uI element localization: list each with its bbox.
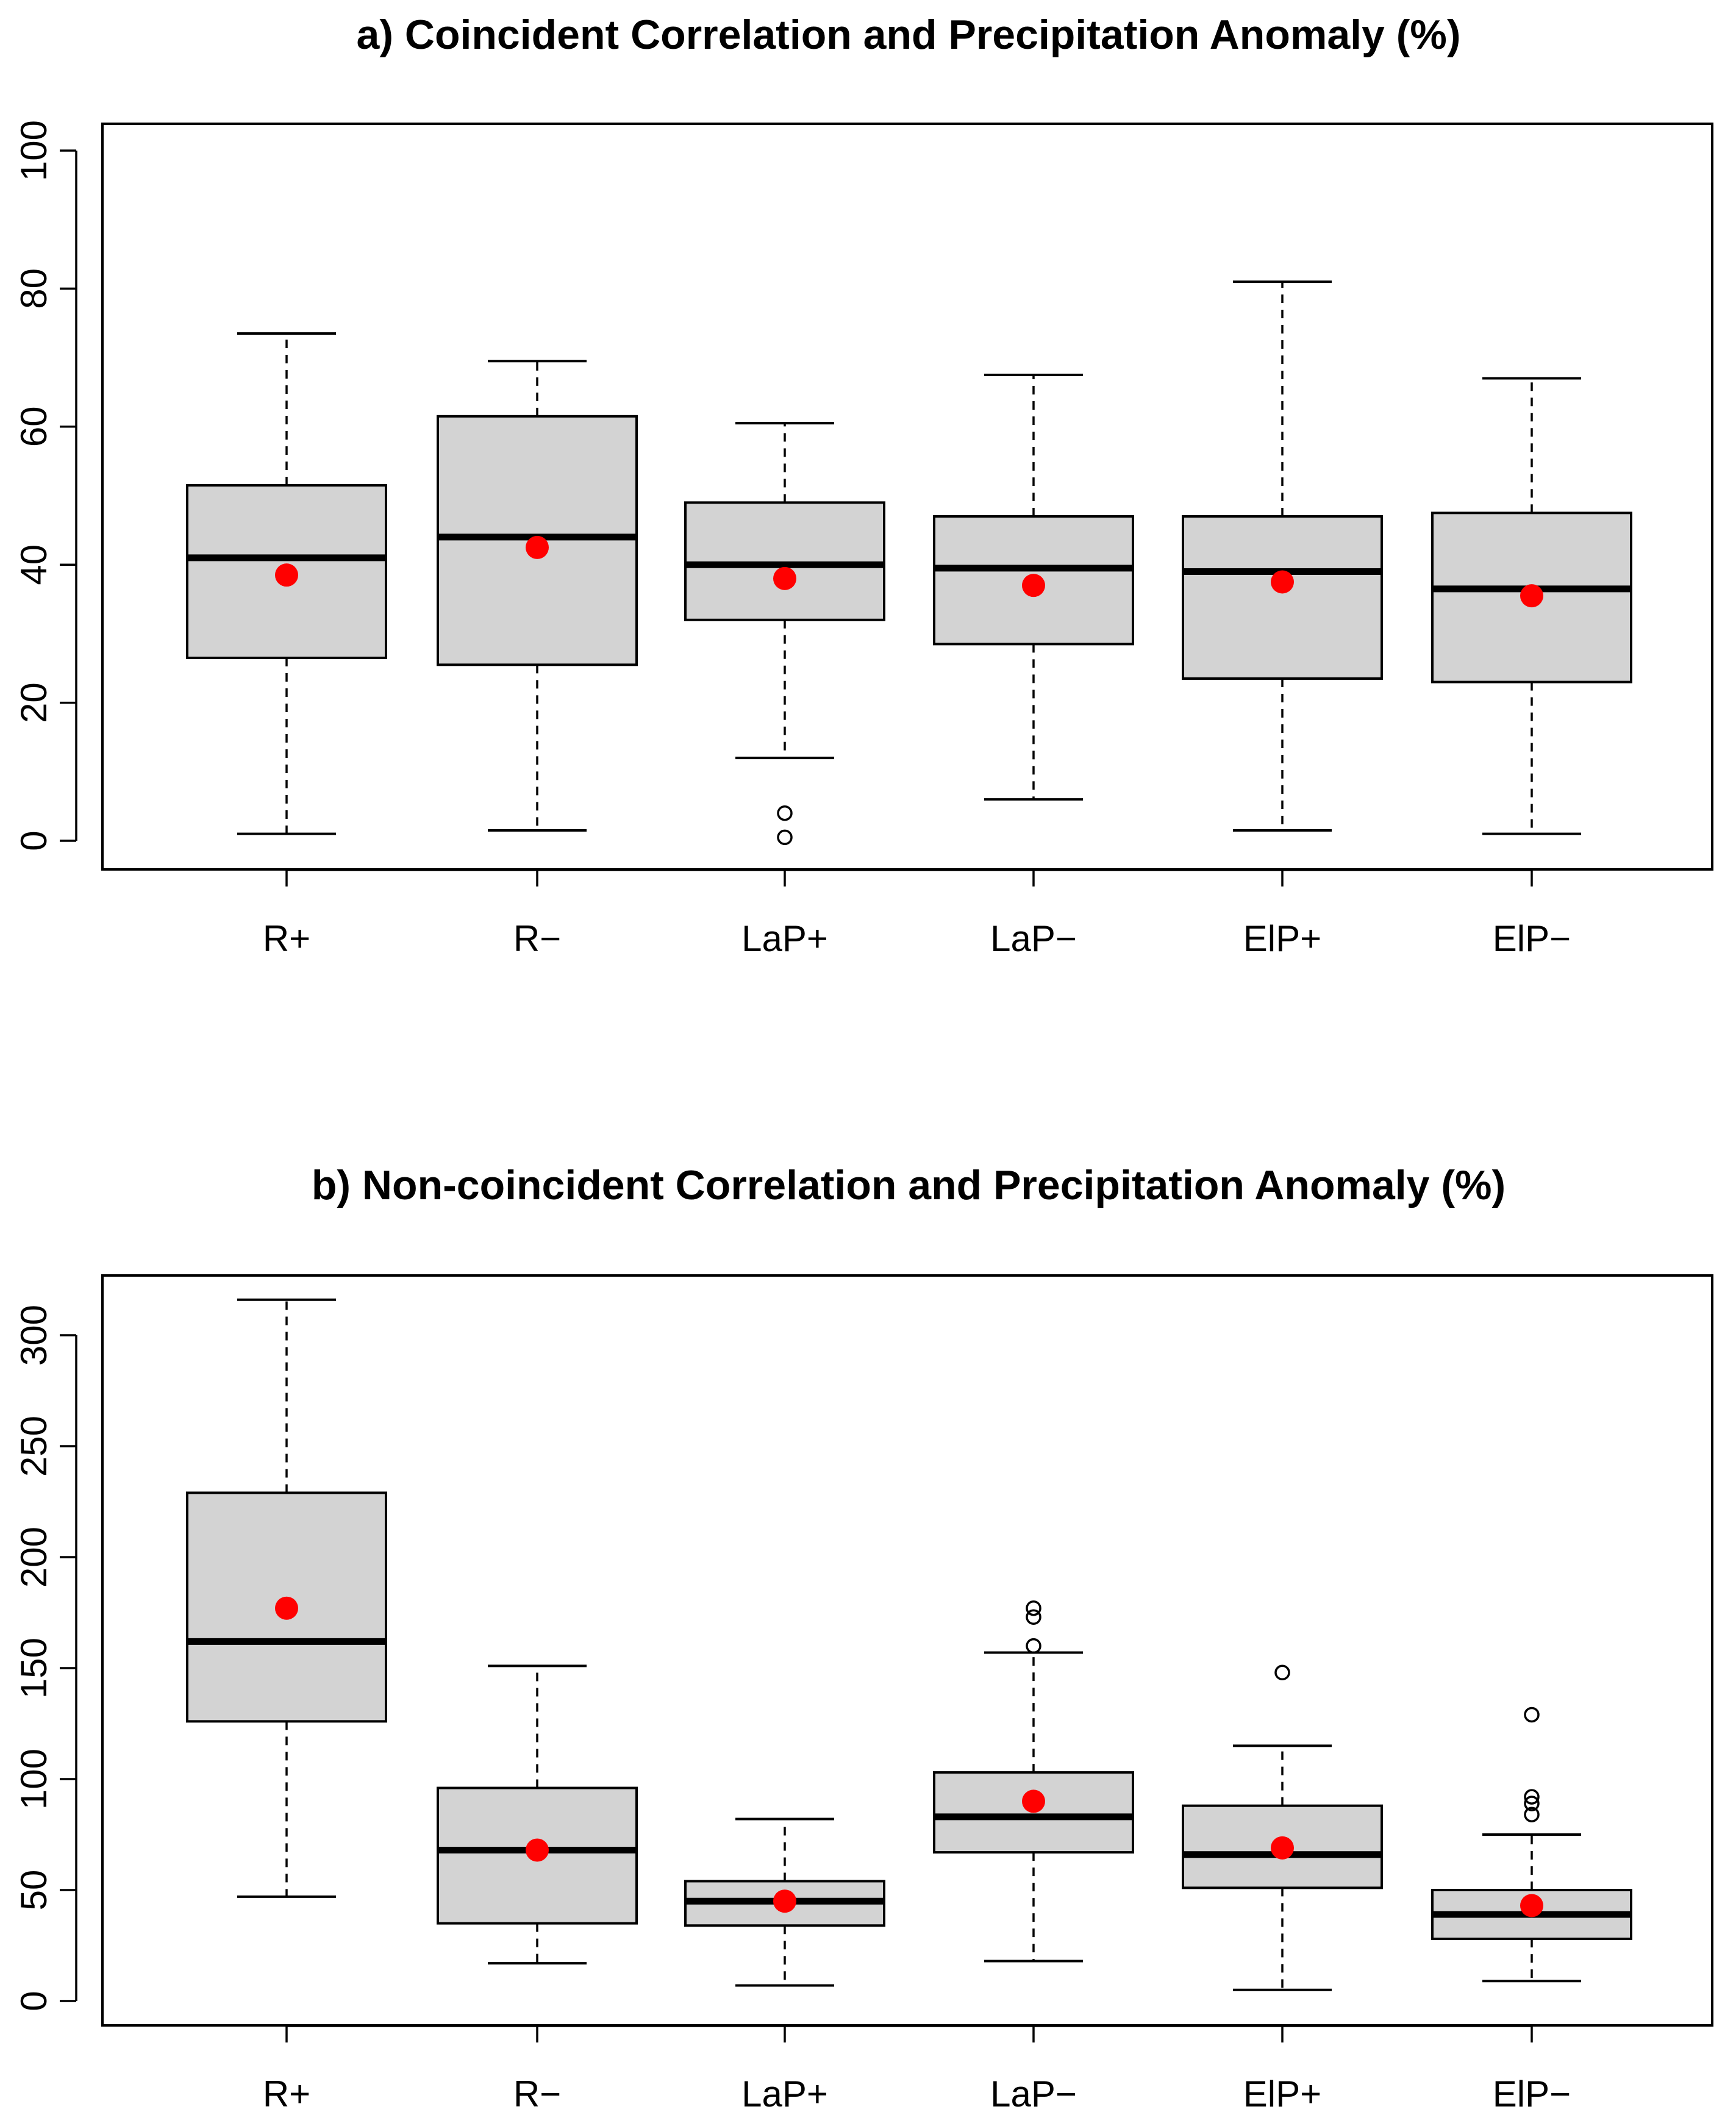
y-tick-label: 0 — [13, 1991, 54, 2011]
panel-b-non-coincident: b) Non-coincident Correlation and Precip… — [13, 1162, 1713, 2114]
mean-point — [275, 1596, 298, 1620]
box-R− — [437, 360, 638, 832]
x-tick-label: LaP+ — [741, 918, 828, 959]
y-tick-label: 100 — [13, 120, 54, 181]
y-tick-label: 60 — [13, 406, 54, 447]
x-tick-label: R− — [513, 2074, 561, 2114]
y-tick-label: 40 — [13, 544, 54, 585]
box-ElP− — [1431, 377, 1632, 835]
outlier-point — [1524, 1707, 1540, 1723]
y-tick-label: 150 — [13, 1638, 54, 1699]
box-LaP− — [933, 1600, 1134, 1963]
x-tick-label: R+ — [263, 918, 310, 959]
panel-a-title: a) Coincident Correlation and Precipitat… — [357, 12, 1461, 58]
mean-point — [526, 1838, 549, 1862]
mean-point — [275, 563, 298, 587]
outlier-point — [1524, 1796, 1540, 1811]
outlier-point — [777, 829, 793, 846]
x-tick-label: ElP− — [1493, 918, 1571, 959]
x-tick-label: LaP− — [990, 2074, 1077, 2114]
mean-point — [526, 535, 549, 559]
box-ElP+ — [1182, 1664, 1383, 1991]
mean-point — [1520, 1894, 1543, 1917]
panel-b-y-axis: 0 50 100 150 200 250 300 — [13, 1305, 77, 2011]
box-R− — [437, 1664, 638, 1965]
mean-point — [1271, 570, 1294, 594]
y-tick-label: 80 — [13, 268, 54, 309]
panel-a-coincident: a) Coincident Correlation and Precipitat… — [13, 12, 1713, 959]
box-LaP+ — [684, 1817, 885, 1987]
y-tick-label: 100 — [13, 1749, 54, 1810]
x-tick-label: LaP− — [990, 918, 1077, 959]
box-ElP− — [1431, 1707, 1632, 1983]
iqr-box — [684, 501, 885, 621]
box-ElP+ — [1182, 280, 1383, 832]
x-tick-label: R− — [513, 918, 561, 959]
panel-a-x-axis: R+ R− LaP+ LaP− ElP+ ElP− — [263, 869, 1571, 959]
mean-point — [773, 1889, 796, 1913]
panel-b-title: b) Non-coincident Correlation and Precip… — [312, 1162, 1506, 1208]
y-tick-label: 300 — [13, 1305, 54, 1366]
y-tick-label: 250 — [13, 1416, 54, 1477]
panel-a-y-axis: 0 20 40 60 80 100 — [13, 120, 77, 851]
panel-a-boxes — [186, 280, 1632, 846]
box-LaP− — [933, 373, 1134, 801]
y-tick-label: 0 — [13, 830, 54, 851]
panel-b-boxes — [186, 1298, 1632, 1991]
mean-point — [1271, 1836, 1294, 1860]
mean-point — [1022, 1789, 1045, 1813]
outlier-point — [1026, 1638, 1041, 1654]
x-tick-label: R+ — [263, 2074, 310, 2114]
iqr-box — [1182, 515, 1383, 680]
box-R+ — [186, 1298, 387, 1898]
outlier-point — [1524, 1807, 1540, 1822]
y-tick-label: 200 — [13, 1527, 54, 1588]
y-tick-label: 20 — [13, 682, 54, 723]
x-tick-label: LaP+ — [741, 2074, 828, 2114]
outlier-point — [1026, 1609, 1041, 1625]
x-tick-label: ElP+ — [1243, 2074, 1321, 2114]
panel-b-x-axis: R+ R− LaP+ LaP− ElP+ ElP− — [263, 2025, 1571, 2114]
box-R+ — [186, 332, 387, 835]
x-tick-label: ElP+ — [1243, 918, 1321, 959]
outlier-point — [1524, 1789, 1540, 1805]
outlier-point — [1026, 1600, 1041, 1616]
mean-point — [773, 566, 796, 590]
mean-point — [1022, 574, 1045, 597]
y-tick-label: 50 — [13, 1870, 54, 1911]
x-tick-label: ElP− — [1493, 2074, 1571, 2114]
mean-point — [1520, 584, 1543, 608]
outlier-point — [1274, 1664, 1290, 1681]
box-LaP+ — [684, 422, 885, 846]
outlier-point — [777, 805, 793, 821]
